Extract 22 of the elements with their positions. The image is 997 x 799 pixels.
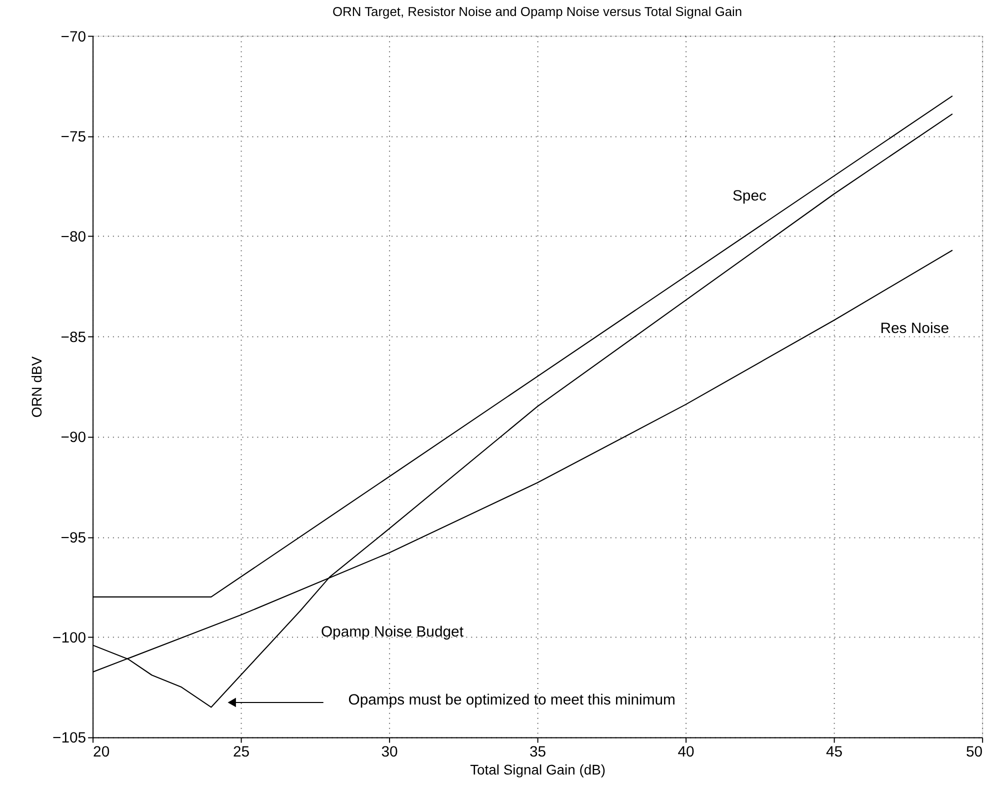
y-tick-label: −75 — [60, 128, 86, 146]
x-axis-title: Total Signal Gain (dB) — [470, 762, 606, 778]
series-label: Res Noise — [880, 320, 949, 337]
y-tick-label: −80 — [60, 228, 86, 246]
x-tick-label: 20 — [93, 744, 110, 761]
y-tick-label: −100 — [52, 630, 86, 647]
x-tick-label: 50 — [966, 744, 983, 761]
y-tick-label: −95 — [60, 529, 86, 546]
x-tick-label: 45 — [826, 744, 843, 761]
y-tick-label: −90 — [60, 429, 86, 446]
annotation: Opamps must be optimized to meet this minimum — [348, 691, 676, 708]
x-tick-label: 25 — [232, 744, 250, 761]
x-tick-label: 40 — [678, 744, 694, 761]
y-tick-label: −105 — [52, 730, 86, 747]
y-tick-label: −85 — [60, 328, 86, 346]
y-tick-label: −70 — [60, 28, 86, 46]
chart-title: ORN Target, Resistor Noise and Opamp Noise versus Total Signal Gain — [332, 4, 742, 19]
series-label: Spec — [732, 187, 767, 204]
series-label: Opamp Noise Budget — [320, 624, 464, 641]
x-tick-label: 30 — [381, 744, 398, 761]
x-tick-label: 35 — [530, 744, 546, 761]
y-axis-title: ORN dBV — [28, 356, 45, 418]
